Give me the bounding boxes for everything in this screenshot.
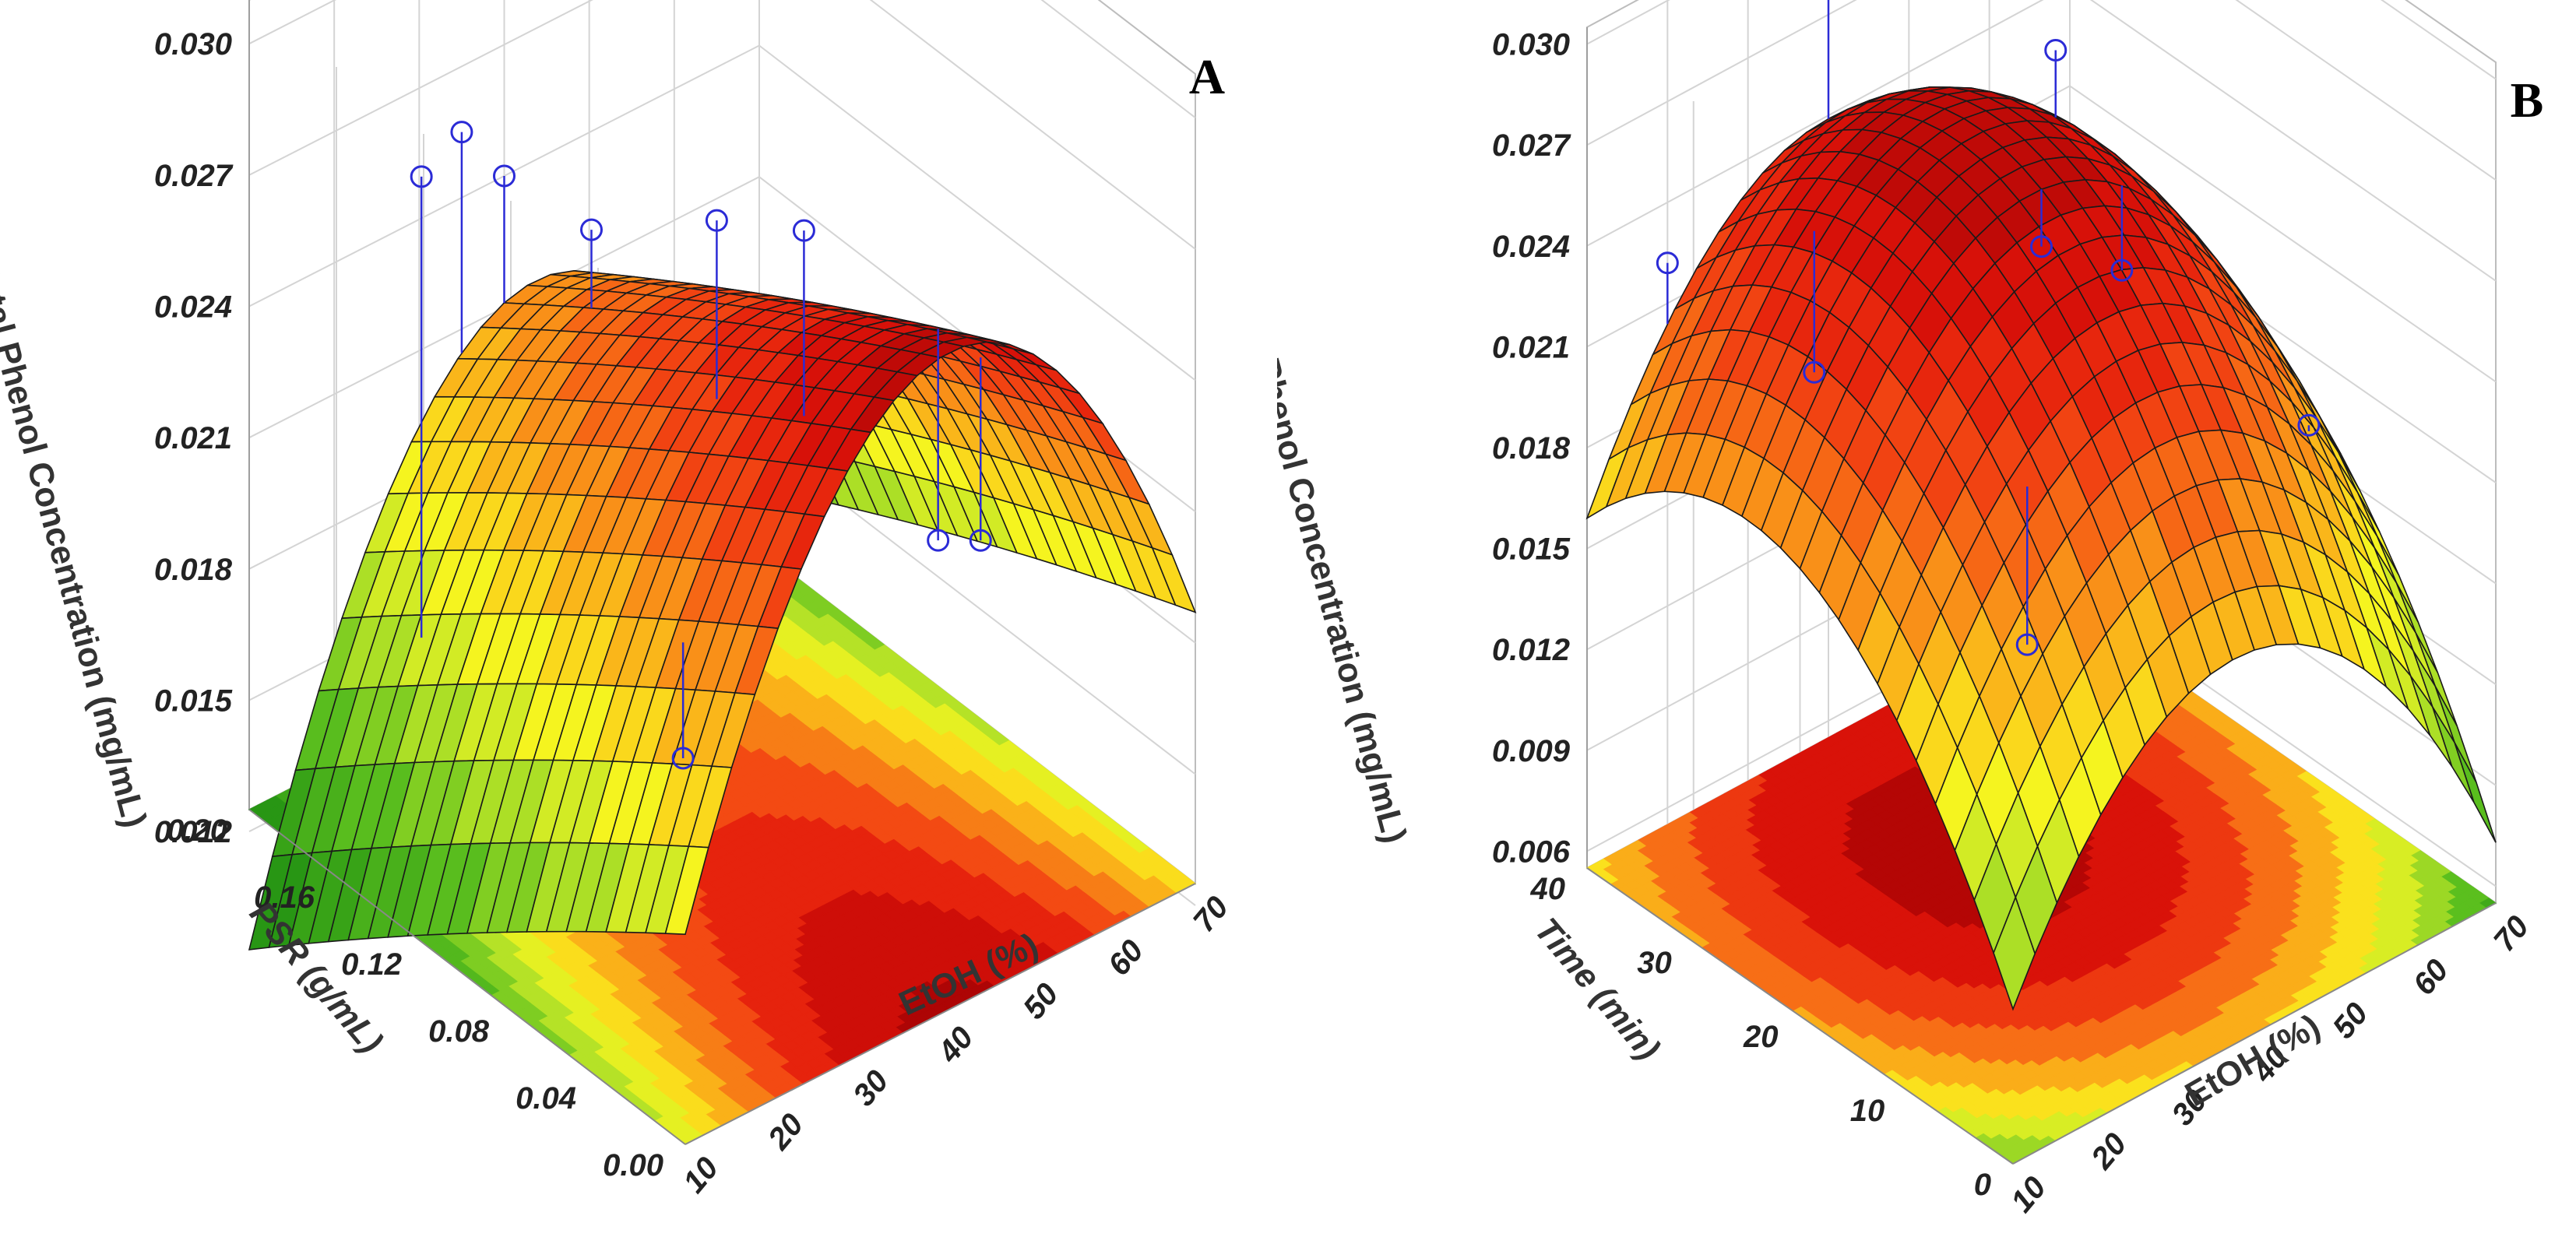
z-tick-label: 0.027: [154, 159, 234, 193]
x-tick-label: 50: [1017, 977, 1065, 1025]
z-tick-label: 0.012: [154, 815, 232, 849]
chart-b: 102030405060700102030400.0060.0090.0120.…: [1277, 0, 2576, 1240]
y-tick-label: 0.12: [341, 947, 402, 982]
z-axis-title: Total Phenol Concentration (mg/mL): [0, 252, 154, 831]
y-tick-label: 0.08: [428, 1014, 490, 1049]
y-tick-label: 0.00: [603, 1148, 663, 1183]
x-tick-label: 70: [1187, 890, 1235, 938]
y-tick-label: 0.04: [516, 1081, 576, 1116]
x-tick-label: 10: [677, 1151, 725, 1199]
x-tick-label: 40: [931, 1021, 980, 1070]
z-tick-label: 0.015: [154, 683, 233, 718]
x-tick-label: 30: [846, 1064, 895, 1112]
z-tick-label: 0.024: [154, 290, 232, 325]
x-tick-label: 60: [1102, 933, 1150, 982]
chart-a: 102030405060700.000.040.080.120.160.200.…: [0, 0, 1262, 1240]
z-tick-label: 0.018: [154, 553, 233, 587]
x-tick-label: 20: [761, 1108, 810, 1157]
panel-letter: A: [1189, 49, 1225, 104]
z-tick-label: 0.030: [154, 27, 232, 61]
z-tick-label: 0.021: [154, 421, 232, 455]
